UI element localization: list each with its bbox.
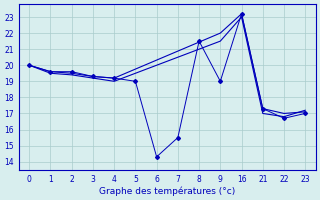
X-axis label: Graphe des températures (°c): Graphe des températures (°c) — [99, 186, 236, 196]
